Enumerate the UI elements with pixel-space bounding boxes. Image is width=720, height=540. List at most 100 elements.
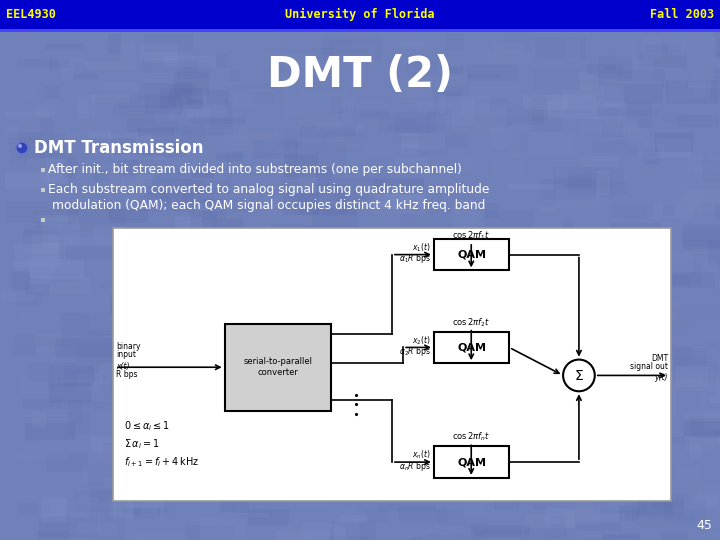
Bar xyxy=(282,465,313,482)
Bar xyxy=(127,119,178,132)
Bar xyxy=(99,363,131,376)
Bar xyxy=(610,223,661,237)
Bar xyxy=(217,231,248,236)
Bar xyxy=(117,371,146,388)
Bar xyxy=(486,378,500,392)
Bar xyxy=(269,318,292,326)
Bar xyxy=(666,346,691,359)
Bar xyxy=(595,494,652,510)
Bar xyxy=(197,402,223,418)
Bar xyxy=(398,168,433,174)
Bar xyxy=(713,68,720,89)
Bar xyxy=(32,275,91,294)
Bar xyxy=(112,154,164,160)
Bar xyxy=(685,190,720,210)
Bar xyxy=(690,438,720,459)
Bar xyxy=(358,98,386,105)
Bar xyxy=(174,72,209,95)
Text: 45: 45 xyxy=(696,519,712,532)
Bar xyxy=(714,429,720,452)
Bar xyxy=(145,94,181,113)
Bar xyxy=(533,68,579,90)
Bar xyxy=(78,373,102,391)
Bar xyxy=(496,494,521,510)
Bar xyxy=(414,77,467,86)
Bar xyxy=(585,293,608,308)
Bar xyxy=(444,68,463,75)
Bar xyxy=(41,168,45,172)
Bar xyxy=(704,410,720,430)
Bar xyxy=(407,84,428,106)
Bar xyxy=(215,153,242,161)
Bar xyxy=(316,122,364,130)
Bar xyxy=(464,515,487,534)
Bar xyxy=(562,459,585,470)
Bar xyxy=(544,460,597,465)
Bar xyxy=(513,318,547,323)
Bar xyxy=(369,260,416,274)
Bar xyxy=(119,159,137,181)
Bar xyxy=(228,96,272,106)
Bar xyxy=(708,240,720,264)
Bar xyxy=(484,210,534,232)
Bar xyxy=(229,70,240,82)
Bar xyxy=(302,445,350,459)
Bar xyxy=(493,164,524,177)
Bar xyxy=(143,495,186,500)
Bar xyxy=(382,367,408,390)
Bar xyxy=(663,114,688,123)
Bar xyxy=(529,393,582,402)
Bar xyxy=(428,94,445,113)
Bar xyxy=(61,313,111,337)
Bar xyxy=(162,399,214,406)
Bar xyxy=(589,434,624,453)
Bar xyxy=(157,475,197,484)
Bar xyxy=(478,253,526,278)
Bar xyxy=(325,122,346,129)
Bar xyxy=(365,508,388,523)
Bar xyxy=(683,497,717,509)
Bar xyxy=(690,418,720,436)
Bar xyxy=(169,84,196,105)
Bar xyxy=(709,157,720,173)
Bar xyxy=(501,101,552,119)
Bar xyxy=(212,247,271,271)
Bar xyxy=(569,349,606,366)
Bar xyxy=(371,160,428,169)
Bar xyxy=(66,370,109,389)
Bar xyxy=(104,83,143,91)
Bar xyxy=(549,102,574,116)
Bar xyxy=(176,198,222,206)
Bar xyxy=(577,503,625,522)
Bar xyxy=(367,189,426,209)
Bar xyxy=(84,229,143,238)
Bar xyxy=(64,238,121,261)
Bar xyxy=(18,503,50,514)
Bar xyxy=(629,384,641,389)
Bar xyxy=(415,213,455,225)
Bar xyxy=(588,380,624,393)
Bar xyxy=(370,467,403,480)
Bar xyxy=(266,269,287,277)
Bar xyxy=(428,478,456,485)
Bar xyxy=(322,206,356,215)
Bar xyxy=(269,258,300,266)
Bar xyxy=(706,342,719,359)
Bar xyxy=(580,156,618,167)
Bar xyxy=(63,157,76,178)
Bar xyxy=(698,492,720,508)
Bar xyxy=(492,330,521,349)
Bar xyxy=(525,437,568,460)
Bar xyxy=(12,272,30,291)
Bar xyxy=(548,460,561,481)
Bar xyxy=(96,172,122,185)
Bar xyxy=(557,168,591,177)
Text: $\alpha_1 R$ bps: $\alpha_1 R$ bps xyxy=(399,252,431,265)
Bar xyxy=(581,539,606,540)
Bar xyxy=(359,111,390,119)
Bar xyxy=(616,70,665,81)
Bar xyxy=(40,212,63,230)
Bar xyxy=(127,99,180,110)
Text: Each substream converted to analog signal using quadrature amplitude: Each substream converted to analog signa… xyxy=(48,184,490,197)
Bar xyxy=(474,529,522,537)
